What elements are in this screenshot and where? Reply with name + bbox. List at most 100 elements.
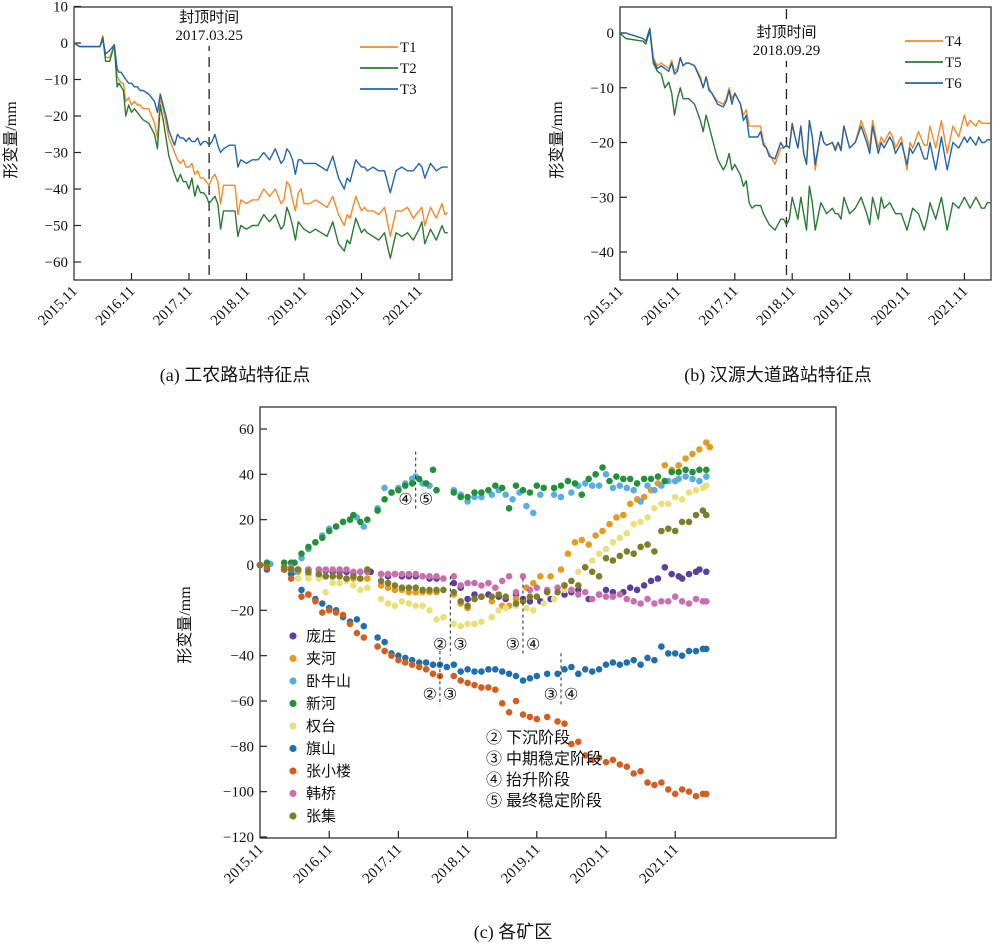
- data-point-旗山: [485, 666, 492, 673]
- data-point-夹河: [613, 514, 620, 521]
- x-tick-label: 2021.11: [637, 842, 682, 887]
- data-point-卧牛山: [616, 482, 624, 490]
- data-point-新河: [374, 507, 381, 514]
- data-point-韩桥: [336, 566, 343, 573]
- data-point-卧牛山: [588, 482, 596, 490]
- data-point-权台: [623, 530, 631, 537]
- data-point-张集: [398, 584, 406, 591]
- stage-label-right: ④: [526, 637, 540, 654]
- data-point-夹河: [384, 584, 392, 591]
- data-point-卧牛山: [537, 491, 544, 499]
- data-point-新河: [640, 475, 648, 483]
- x-tick-label: 2016.11: [93, 284, 138, 329]
- data-point-张小楼: [505, 709, 513, 716]
- y-tick-label: −30: [591, 190, 614, 206]
- data-point-权台: [703, 482, 710, 490]
- data-point-夹河: [703, 439, 710, 446]
- data-point-张集: [322, 573, 330, 580]
- data-point-张集: [391, 582, 399, 589]
- legend-label: 张集: [306, 808, 336, 825]
- data-point-韩桥: [377, 570, 385, 578]
- data-point-新河: [325, 527, 333, 535]
- data-point-庞庄: [561, 591, 568, 598]
- data-point-权台: [405, 600, 413, 607]
- data-point-张集: [419, 586, 426, 594]
- data-point-新河: [613, 473, 620, 480]
- data-point-张小楼: [678, 786, 686, 793]
- data-point-旗山: [644, 654, 651, 662]
- annotation-label: 封顶时间: [179, 9, 239, 26]
- data-point-旗山: [505, 670, 513, 678]
- data-point-卧牛山: [381, 484, 388, 492]
- data-point-张小楼: [312, 598, 319, 605]
- stage-label-left: ③: [506, 637, 520, 654]
- data-point-张小楼: [554, 718, 561, 725]
- data-point-张小楼: [685, 788, 693, 795]
- data-point-张小楼: [395, 656, 402, 664]
- y-tick-label: −40: [591, 245, 614, 261]
- data-point-旗山: [429, 661, 437, 668]
- data-point-韩桥: [533, 584, 541, 591]
- legend-label: 韩桥: [306, 786, 336, 803]
- data-point-张小楼: [415, 663, 423, 671]
- data-point-旗山: [602, 661, 610, 668]
- data-point-旗山: [353, 616, 361, 623]
- data-point-韩桥: [412, 570, 420, 578]
- data-point-张小楼: [651, 781, 658, 789]
- data-point-新河: [332, 523, 340, 530]
- data-point-权台: [692, 486, 700, 494]
- x-tick-label: 2021.11: [380, 284, 425, 329]
- x-tick-label: 2021.11: [926, 284, 971, 329]
- data-point-卧牛山: [530, 509, 537, 517]
- data-point-韩桥: [433, 573, 440, 580]
- data-point-新河: [498, 484, 506, 492]
- data-point-夹河: [557, 566, 565, 573]
- data-point-权台: [377, 595, 385, 603]
- data-point-旗山: [533, 672, 541, 680]
- data-point-张小楼: [526, 713, 534, 721]
- data-point-旗山: [658, 643, 665, 650]
- data-point-张小楼: [485, 684, 492, 691]
- data-point-夹河: [488, 598, 496, 605]
- stage-legend-item: ② 下沉阶段: [486, 729, 570, 747]
- data-point-韩桥: [471, 579, 478, 587]
- data-point-旗山: [526, 675, 534, 682]
- data-point-韩桥: [405, 570, 413, 578]
- data-point-新河: [305, 543, 312, 551]
- data-point-旗山: [319, 600, 326, 607]
- data-point-旗山: [554, 670, 561, 678]
- data-point-权台: [575, 568, 582, 576]
- data-point-韩桥: [685, 600, 693, 607]
- data-point-卧牛山: [658, 482, 665, 490]
- stage-label-left: ②: [433, 637, 447, 654]
- data-point-韩桥: [384, 570, 392, 578]
- data-point-卧牛山: [651, 486, 658, 494]
- data-point-新河: [689, 468, 696, 476]
- data-point-新河: [364, 516, 371, 523]
- data-point-张集: [294, 566, 302, 573]
- data-point-旗山: [616, 661, 624, 668]
- data-point-张集: [512, 600, 520, 607]
- data-point-新河: [408, 480, 416, 487]
- data-point-张集: [699, 507, 707, 514]
- data-point-卧牛山: [557, 493, 565, 501]
- data-point-卧牛山: [696, 477, 703, 485]
- data-point-韩桥: [595, 591, 603, 598]
- data-point-旗山: [443, 663, 451, 671]
- data-point-庞庄: [703, 568, 710, 576]
- legend-label: T3: [400, 82, 417, 98]
- data-point-张小楼: [588, 756, 596, 764]
- data-point-权台: [391, 602, 399, 610]
- y-tick-label: 60: [239, 422, 254, 438]
- data-point-张集: [526, 593, 534, 600]
- data-point-旗山: [298, 586, 305, 594]
- data-point-卧牛山: [675, 475, 682, 483]
- data-point-张集: [543, 588, 551, 596]
- data-point-张集: [703, 511, 710, 519]
- data-point-韩桥: [519, 573, 527, 580]
- data-point-权台: [495, 607, 503, 614]
- data-point-张集: [519, 598, 527, 605]
- y-tick-label: −10: [45, 73, 68, 89]
- y-tick-label: −20: [231, 603, 254, 619]
- annotation-date: 2017.03.25: [175, 28, 243, 44]
